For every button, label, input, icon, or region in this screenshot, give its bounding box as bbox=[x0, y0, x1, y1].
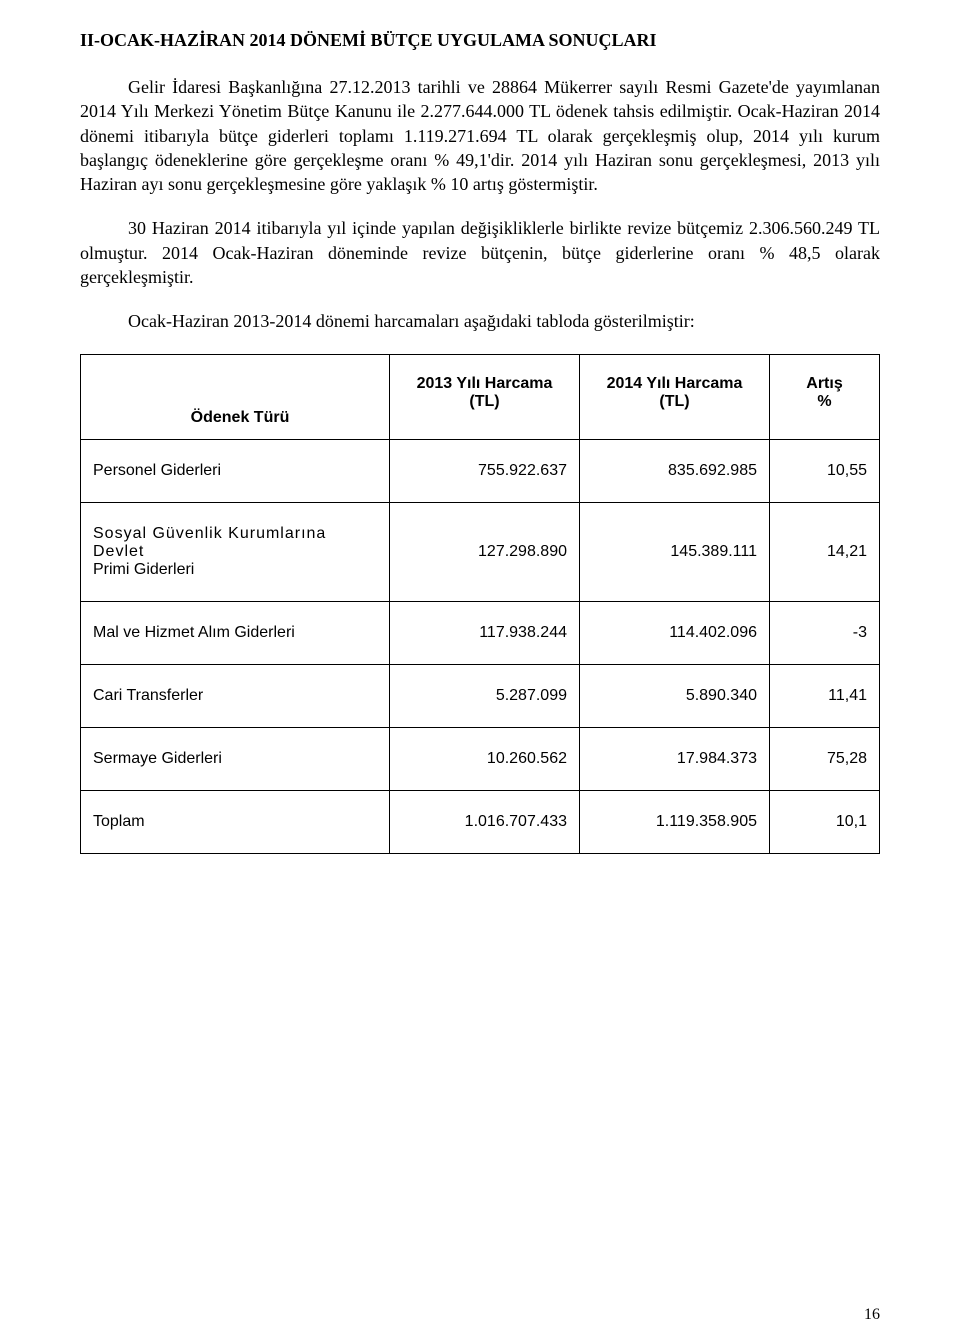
cell-2014: 5.890.340 bbox=[580, 664, 770, 727]
table-row: Cari Transferler 5.287.099 5.890.340 11,… bbox=[81, 664, 880, 727]
expense-table: Ödenek Türü 2013 Yılı Harcama (TL) 2014 … bbox=[80, 354, 880, 854]
cell-total-pct: 10,1 bbox=[770, 790, 880, 853]
cell-label: Sosyal Güvenlik Kurumlarına Devlet Primi… bbox=[81, 502, 390, 601]
page-number: 16 bbox=[864, 1306, 880, 1324]
col-header-pct: Artış % bbox=[770, 354, 880, 439]
cell-label: Cari Transferler bbox=[81, 664, 390, 727]
table-row: Mal ve Hizmet Alım Giderleri 117.938.244… bbox=[81, 601, 880, 664]
table-row-total: Toplam 1.016.707.433 1.119.358.905 10,1 bbox=[81, 790, 880, 853]
cell-2014: 835.692.985 bbox=[580, 439, 770, 502]
cell-2013: 10.260.562 bbox=[390, 727, 580, 790]
cell-pct: 14,21 bbox=[770, 502, 880, 601]
cell-label: Personel Giderleri bbox=[81, 439, 390, 502]
table-row: Personel Giderleri 755.922.637 835.692.9… bbox=[81, 439, 880, 502]
cell-label: Sermaye Giderleri bbox=[81, 727, 390, 790]
cell-total-2014: 1.119.358.905 bbox=[580, 790, 770, 853]
cell-2013: 5.287.099 bbox=[390, 664, 580, 727]
cell-label: Mal ve Hizmet Alım Giderleri bbox=[81, 601, 390, 664]
cell-pct: 10,55 bbox=[770, 439, 880, 502]
paragraph-1: Gelir İdaresi Başkanlığına 27.12.2013 ta… bbox=[80, 75, 880, 196]
section-heading: II-OCAK-HAZİRAN 2014 DÖNEMİ BÜTÇE UYGULA… bbox=[80, 30, 880, 51]
cell-2014: 114.402.096 bbox=[580, 601, 770, 664]
cell-2014: 17.984.373 bbox=[580, 727, 770, 790]
cell-2013: 127.298.890 bbox=[390, 502, 580, 601]
cell-pct: -3 bbox=[770, 601, 880, 664]
col-header-2014: 2014 Yılı Harcama (TL) bbox=[580, 354, 770, 439]
cell-2013: 117.938.244 bbox=[390, 601, 580, 664]
cell-total-label: Toplam bbox=[81, 790, 390, 853]
cell-2013: 755.922.637 bbox=[390, 439, 580, 502]
table-row: Sermaye Giderleri 10.260.562 17.984.373 … bbox=[81, 727, 880, 790]
paragraph-2: 30 Haziran 2014 itibarıyla yıl içinde ya… bbox=[80, 216, 880, 289]
table-header-row: Ödenek Türü 2013 Yılı Harcama (TL) 2014 … bbox=[81, 354, 880, 439]
cell-pct: 11,41 bbox=[770, 664, 880, 727]
cell-total-2013: 1.016.707.433 bbox=[390, 790, 580, 853]
table-row: Sosyal Güvenlik Kurumlarına Devlet Primi… bbox=[81, 502, 880, 601]
col-header-2013: 2013 Yılı Harcama (TL) bbox=[390, 354, 580, 439]
paragraph-3: Ocak-Haziran 2013-2014 dönemi harcamalar… bbox=[80, 309, 880, 333]
col-header-type: Ödenek Türü bbox=[81, 354, 390, 439]
cell-2014: 145.389.111 bbox=[580, 502, 770, 601]
cell-pct: 75,28 bbox=[770, 727, 880, 790]
